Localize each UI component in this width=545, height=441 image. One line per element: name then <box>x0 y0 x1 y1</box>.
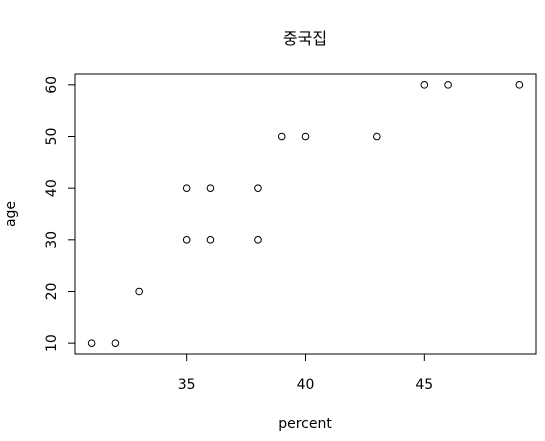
data-points <box>87 81 524 347</box>
plot-frame <box>74 73 537 355</box>
y-axis: 10 20 30 40 50 60 <box>44 76 76 352</box>
x-tick-label: 45 <box>415 377 433 393</box>
data-point <box>444 81 452 89</box>
data-point <box>87 339 96 347</box>
y-tick-label: 50 <box>44 128 60 146</box>
y-tick-label: 10 <box>44 334 60 352</box>
data-point <box>254 236 262 244</box>
y-tick-label: 40 <box>44 179 60 197</box>
y-axis-label: age <box>3 201 19 227</box>
chart-title: 중국집 <box>283 29 327 48</box>
data-point <box>420 81 429 89</box>
data-point <box>182 236 191 244</box>
x-axis: 35 40 45 <box>178 353 433 393</box>
data-point <box>111 339 120 347</box>
x-axis-label: percent <box>278 416 332 432</box>
data-point <box>135 287 143 296</box>
data-point <box>277 132 286 141</box>
y-tick-label: 60 <box>44 76 60 94</box>
data-point <box>301 132 310 141</box>
data-point <box>515 81 524 89</box>
x-tick-label: 40 <box>297 377 315 393</box>
x-tick-label: 35 <box>178 377 196 393</box>
data-point <box>206 236 215 244</box>
y-tick-label: 30 <box>44 231 60 249</box>
y-tick-label: 20 <box>44 283 60 301</box>
data-point <box>182 184 191 192</box>
data-point <box>254 184 262 192</box>
data-point <box>372 132 381 141</box>
data-point <box>206 184 215 192</box>
